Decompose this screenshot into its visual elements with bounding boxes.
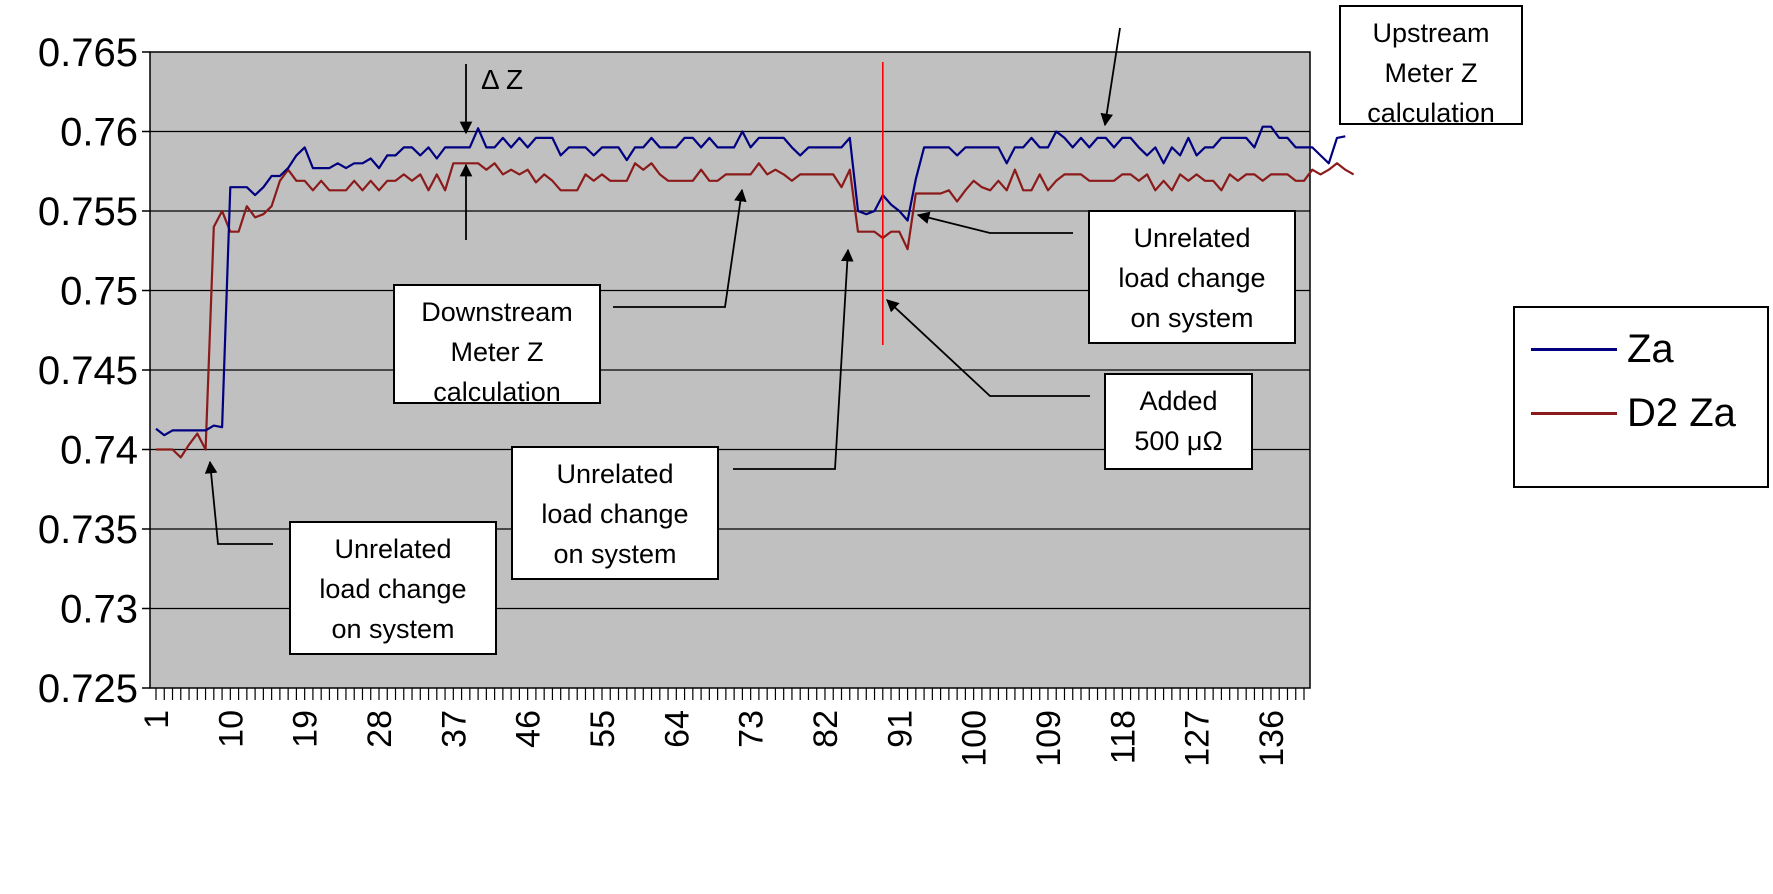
x-tick-label: 10 xyxy=(212,710,250,748)
legend-swatch-d2-za xyxy=(1531,412,1617,415)
series-lines xyxy=(155,125,1355,459)
annotation-arrow-5 xyxy=(916,211,1073,234)
y-tick-label: 0.725 xyxy=(38,667,138,711)
annotation-delta-z: Δ Z xyxy=(481,64,524,95)
annotation-load-change-3: Unrelated load change on system xyxy=(1088,210,1296,344)
y-tick-label: 0.765 xyxy=(38,31,138,75)
y-tick-label: 0.76 xyxy=(60,111,138,155)
annotation-arrows xyxy=(204,27,1121,545)
legend-item-za: Za xyxy=(1531,324,1761,374)
x-tick-label: 136 xyxy=(1253,710,1291,767)
y-tick-label: 0.735 xyxy=(38,508,138,552)
legend: Za D2 Za xyxy=(1513,306,1769,488)
x-tick-label: 73 xyxy=(733,710,771,748)
x-tick-label: 1 xyxy=(138,710,176,729)
series-line-za xyxy=(155,125,1346,437)
x-tick-label: 28 xyxy=(361,710,399,748)
series-line-d2-za xyxy=(156,162,1355,459)
y-axis-ticks: 0.725 0.73 0.735 0.74 0.745 0.75 0.755 0.76 0.76… xyxy=(38,31,150,711)
y-tick-label: 0.73 xyxy=(60,588,138,632)
x-tick-label: 118 xyxy=(1104,710,1142,764)
annotation-added-resistance: Added 500 μΩ xyxy=(1104,373,1253,470)
x-tick-label: 91 xyxy=(881,710,919,748)
x-tick-label: 82 xyxy=(807,710,845,748)
x-tick-label: 55 xyxy=(584,710,622,748)
legend-swatch-za xyxy=(1531,348,1617,351)
annotation-downstream: Downstream Meter Z calculation xyxy=(393,284,601,407)
y-tick-label: 0.74 xyxy=(60,429,138,473)
annotation-load-change-1: Unrelated load change on system xyxy=(289,521,497,655)
legend-label-d2-za: D2 Za xyxy=(1627,391,1736,435)
y-tick-label: 0.755 xyxy=(38,190,138,234)
annotation-arrow-3 xyxy=(204,460,273,545)
legend-label-za: Za xyxy=(1627,327,1674,371)
x-tick-label: 127 xyxy=(1179,710,1217,767)
x-axis-ticks: 1 10 19 28 37 46 55 64 73 82 91 100 109 118 127 136 xyxy=(138,688,1305,767)
annotation-arrow-4 xyxy=(733,248,854,470)
annotation-load-change-2: Unrelated load change on system xyxy=(511,446,719,580)
x-tick-label: 37 xyxy=(435,710,473,748)
y-tick-label: 0.75 xyxy=(60,270,138,314)
x-tick-label: 109 xyxy=(1030,710,1068,767)
x-tick-label: 19 xyxy=(287,710,325,748)
y-tick-label: 0.745 xyxy=(38,349,138,393)
annotation-upstream: Upstream Meter Z calculation xyxy=(1339,5,1523,128)
x-tick-label: 100 xyxy=(956,710,994,767)
annotation-arrow-6 xyxy=(886,299,1090,397)
x-tick-label: 46 xyxy=(510,710,548,748)
legend-item-d2-za: D2 Za xyxy=(1531,388,1761,438)
annotation-arrow-1 xyxy=(1100,27,1121,127)
annotation-arrow-2 xyxy=(613,188,747,308)
x-tick-label: 64 xyxy=(658,710,696,748)
